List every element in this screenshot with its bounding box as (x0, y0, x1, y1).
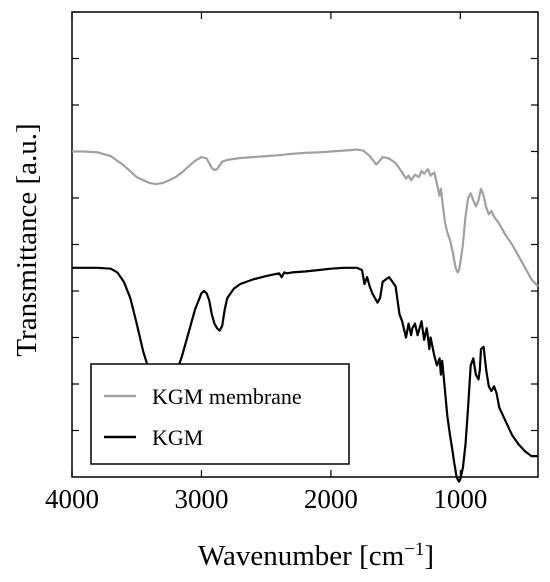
x-tick-label-2000: 2000 (304, 484, 358, 514)
x-axis-tick-labels: 4000 3000 2000 1000 (45, 484, 487, 514)
series-line-kgm-membrane (72, 148, 539, 288)
legend-label-kgm: KGM (152, 425, 203, 450)
x-tick-label-1000: 1000 (433, 484, 487, 514)
x-tick-label-4000: 4000 (45, 484, 99, 514)
legend-label-kgm-membrane: KGM membrane (152, 384, 302, 409)
x-axis-title: Wavenumber [cm−1] (198, 539, 434, 572)
series-line-kgm (72, 266, 538, 483)
x-axis-ticks (71, 12, 461, 477)
series-layer (72, 148, 539, 483)
legend-box (90, 363, 350, 465)
legend: KGM membrane KGM (90, 363, 350, 465)
y-axis-title: Transmittance [a.u.] (11, 123, 43, 356)
x-tick-label-3000: 3000 (174, 484, 228, 514)
